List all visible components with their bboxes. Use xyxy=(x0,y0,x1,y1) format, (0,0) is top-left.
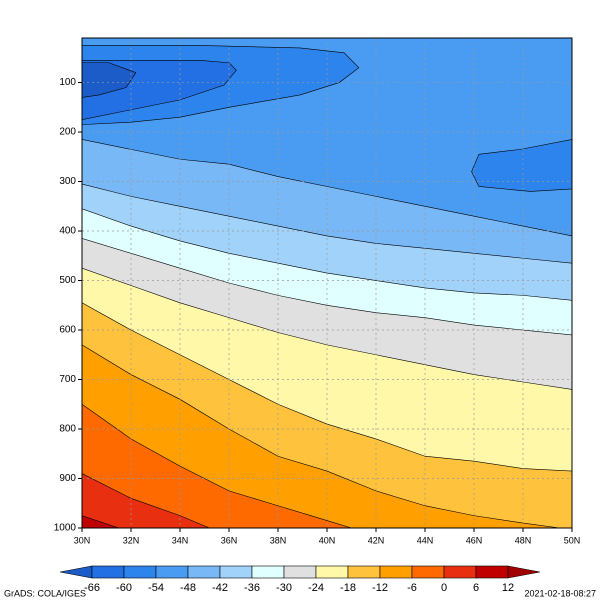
colorbar-box xyxy=(155,565,189,579)
colorbar-label: 6 xyxy=(473,582,479,594)
colorbar-label: -6 xyxy=(407,582,417,594)
colorbar-box xyxy=(411,565,445,579)
x-tick-label: 42N xyxy=(368,535,385,545)
footer-right: 2021-02-18-08:27 xyxy=(524,588,596,598)
contour-band xyxy=(82,473,210,528)
x-tick-label: 30N xyxy=(74,535,91,545)
colorbar-box xyxy=(315,565,349,579)
colorbar-label: 0 xyxy=(441,582,447,594)
colorbar-arrow xyxy=(59,565,93,579)
y-tick-label: 400 xyxy=(59,226,76,237)
y-tick-label: 700 xyxy=(59,374,76,385)
colorbar-box xyxy=(123,565,157,579)
x-tick-label: 32N xyxy=(123,535,140,545)
colorbar-box xyxy=(379,565,413,579)
colorbar-label: -42 xyxy=(212,582,228,594)
x-tick-label: 34N xyxy=(172,535,189,545)
colorbar-label: 12 xyxy=(502,582,514,594)
colorbar-box xyxy=(443,565,477,579)
x-tick-label: 38N xyxy=(270,535,287,545)
y-tick-label: 800 xyxy=(59,424,76,435)
colorbar-label: -48 xyxy=(180,582,196,594)
colorbar-label: -36 xyxy=(244,582,260,594)
x-tick-label: 46N xyxy=(466,535,483,545)
colorbar-box xyxy=(475,565,509,579)
contour-line xyxy=(82,473,210,528)
contour-line xyxy=(82,238,572,336)
footer-left: GrADS: COLA/IGES xyxy=(4,588,86,598)
y-tick-label: 500 xyxy=(59,275,76,286)
contour-band xyxy=(82,404,352,528)
colorbar-label: -24 xyxy=(308,582,324,594)
colorbar-label: -18 xyxy=(340,582,356,594)
colorbar-box xyxy=(251,565,285,579)
x-tick-label: 40N xyxy=(319,535,336,545)
y-tick-label: 600 xyxy=(59,325,76,336)
colorbar-box xyxy=(283,565,317,579)
y-tick-label: 300 xyxy=(59,176,76,187)
contour-line xyxy=(82,344,560,528)
colorbar-box xyxy=(347,565,381,579)
y-tick-label: 200 xyxy=(59,127,76,138)
colorbar-label: -30 xyxy=(276,582,292,594)
x-tick-label: 50N xyxy=(564,535,581,545)
y-tick-label: 900 xyxy=(59,473,76,484)
closed-contour xyxy=(82,62,137,98)
x-tick-label: 48N xyxy=(515,535,532,545)
colorbar-label: -66 xyxy=(84,582,100,594)
contour-line xyxy=(82,139,572,237)
x-tick-label: 36N xyxy=(221,535,238,545)
contour-line xyxy=(82,515,119,528)
x-tick-label: 44N xyxy=(417,535,434,545)
colorbar-box xyxy=(219,565,253,579)
plot-frame xyxy=(81,37,573,529)
colorbar-box xyxy=(187,565,221,579)
y-tick-label: 100 xyxy=(59,77,76,88)
colorbar-label: -60 xyxy=(116,582,132,594)
colorbar-arrow xyxy=(507,565,541,579)
colorbar-label: -54 xyxy=(148,582,164,594)
y-tick-label: 1000 xyxy=(54,523,77,534)
contour-line xyxy=(82,183,572,264)
closed-contour xyxy=(471,139,572,192)
colorbar-label: -12 xyxy=(372,582,388,594)
colorbar-box xyxy=(91,565,125,579)
